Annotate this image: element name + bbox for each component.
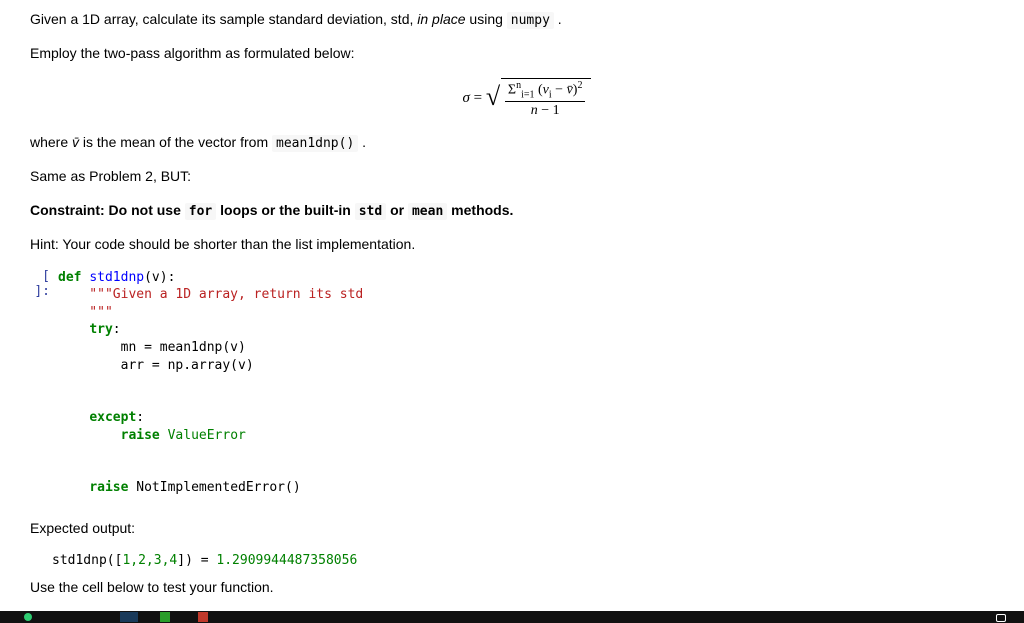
taskbar-app-1[interactable] <box>120 612 138 622</box>
fn-name: std1dnp <box>89 270 144 285</box>
call-args: 1,2,3,4 <box>122 553 177 568</box>
kw-def: def <box>58 270 81 285</box>
text: loops or the built-in <box>216 202 354 218</box>
valueerror: ValueError <box>160 428 246 443</box>
den-n: n <box>531 103 538 118</box>
result-value: 1.2909944487358056 <box>216 553 357 568</box>
start-icon[interactable] <box>24 613 32 621</box>
text: . <box>358 134 366 150</box>
inplace-ital: in place <box>417 11 465 27</box>
code-line: mn = mean1dnp(v) <box>58 340 246 355</box>
kw-raise-2: raise <box>89 480 128 495</box>
sqrt: √ Σni=1 (vi − v̄)2 n − 1 <box>486 78 592 119</box>
cell-prompt: [ ]: <box>30 269 58 299</box>
sum-lower: i=1 <box>521 89 534 100</box>
same-as-line: Same as Problem 2, BUT: <box>30 167 1024 187</box>
constraint-line: Constraint: Do not use for loops or the … <box>30 201 1024 221</box>
where-line: where v̄ is the mean of the vector from … <box>30 133 1024 153</box>
for-code: for <box>185 203 216 220</box>
kw-raise: raise <box>121 428 160 443</box>
std-code: std <box>355 203 386 220</box>
docstring-2: """ <box>58 305 113 320</box>
den-minus1: − 1 <box>538 103 560 118</box>
fraction: Σni=1 (vi − v̄)2 n − 1 <box>505 80 586 119</box>
call-close: ]) = <box>177 553 216 568</box>
text: where <box>30 134 72 150</box>
text: Given a 1D array, calculate its sample s… <box>30 11 417 27</box>
numpy-code: numpy <box>507 12 554 29</box>
taskbar-app-3[interactable] <box>198 612 208 622</box>
colon: : <box>136 410 144 425</box>
text: Constraint: Do not use <box>30 202 185 218</box>
taskbar[interactable] <box>0 611 1024 623</box>
taskbar-app-2[interactable] <box>160 612 170 622</box>
vbar-inline: v̄ <box>72 134 79 150</box>
kw-try: try <box>89 322 112 337</box>
sig: (v): <box>144 270 175 285</box>
call-pre: std1dnp([ <box>52 553 122 568</box>
code-cell[interactable]: [ ]: def std1dnp(v): """Given a 1D array… <box>30 269 1024 497</box>
code-body[interactable]: def std1dnp(v): """Given a 1D array, ret… <box>58 269 1024 497</box>
expected-label: Expected output: <box>30 519 1024 539</box>
footer-line: Use the cell below to test your function… <box>30 578 1024 598</box>
hint-line: Hint: Your code should be shorter than t… <box>30 235 1024 255</box>
equals: = <box>474 90 482 106</box>
code-line: arr = np.array(v) <box>58 358 254 373</box>
sigma-sum: Σ <box>508 82 516 97</box>
radical-icon: √ <box>486 82 500 112</box>
text: or <box>386 202 408 218</box>
nie: NotImplementedError() <box>128 480 300 495</box>
problem-line-1: Given a 1D array, calculate its sample s… <box>30 10 1024 30</box>
mean-code: mean <box>408 203 447 220</box>
text: . <box>554 11 562 27</box>
text: is the mean of the vector from <box>79 134 272 150</box>
notification-icon[interactable] <box>996 614 1006 622</box>
sigma: σ <box>463 90 470 106</box>
minus: − <box>552 82 567 97</box>
colon: : <box>113 322 121 337</box>
std-formula: σ = √ Σni=1 (vi − v̄)2 n − 1 <box>30 78 1024 119</box>
mean1dnp-code: mean1dnp() <box>272 135 358 152</box>
docstring-1: """Given a 1D array, return its std <box>58 287 363 302</box>
text: using <box>466 11 507 27</box>
problem-line-2: Employ the two-pass algorithm as formula… <box>30 44 1024 64</box>
kw-except: except <box>89 410 136 425</box>
expected-output: std1dnp([1,2,3,4]) = 1.2909944487358056 <box>52 553 1024 568</box>
squared: 2 <box>577 80 582 91</box>
text: methods. <box>447 202 513 218</box>
